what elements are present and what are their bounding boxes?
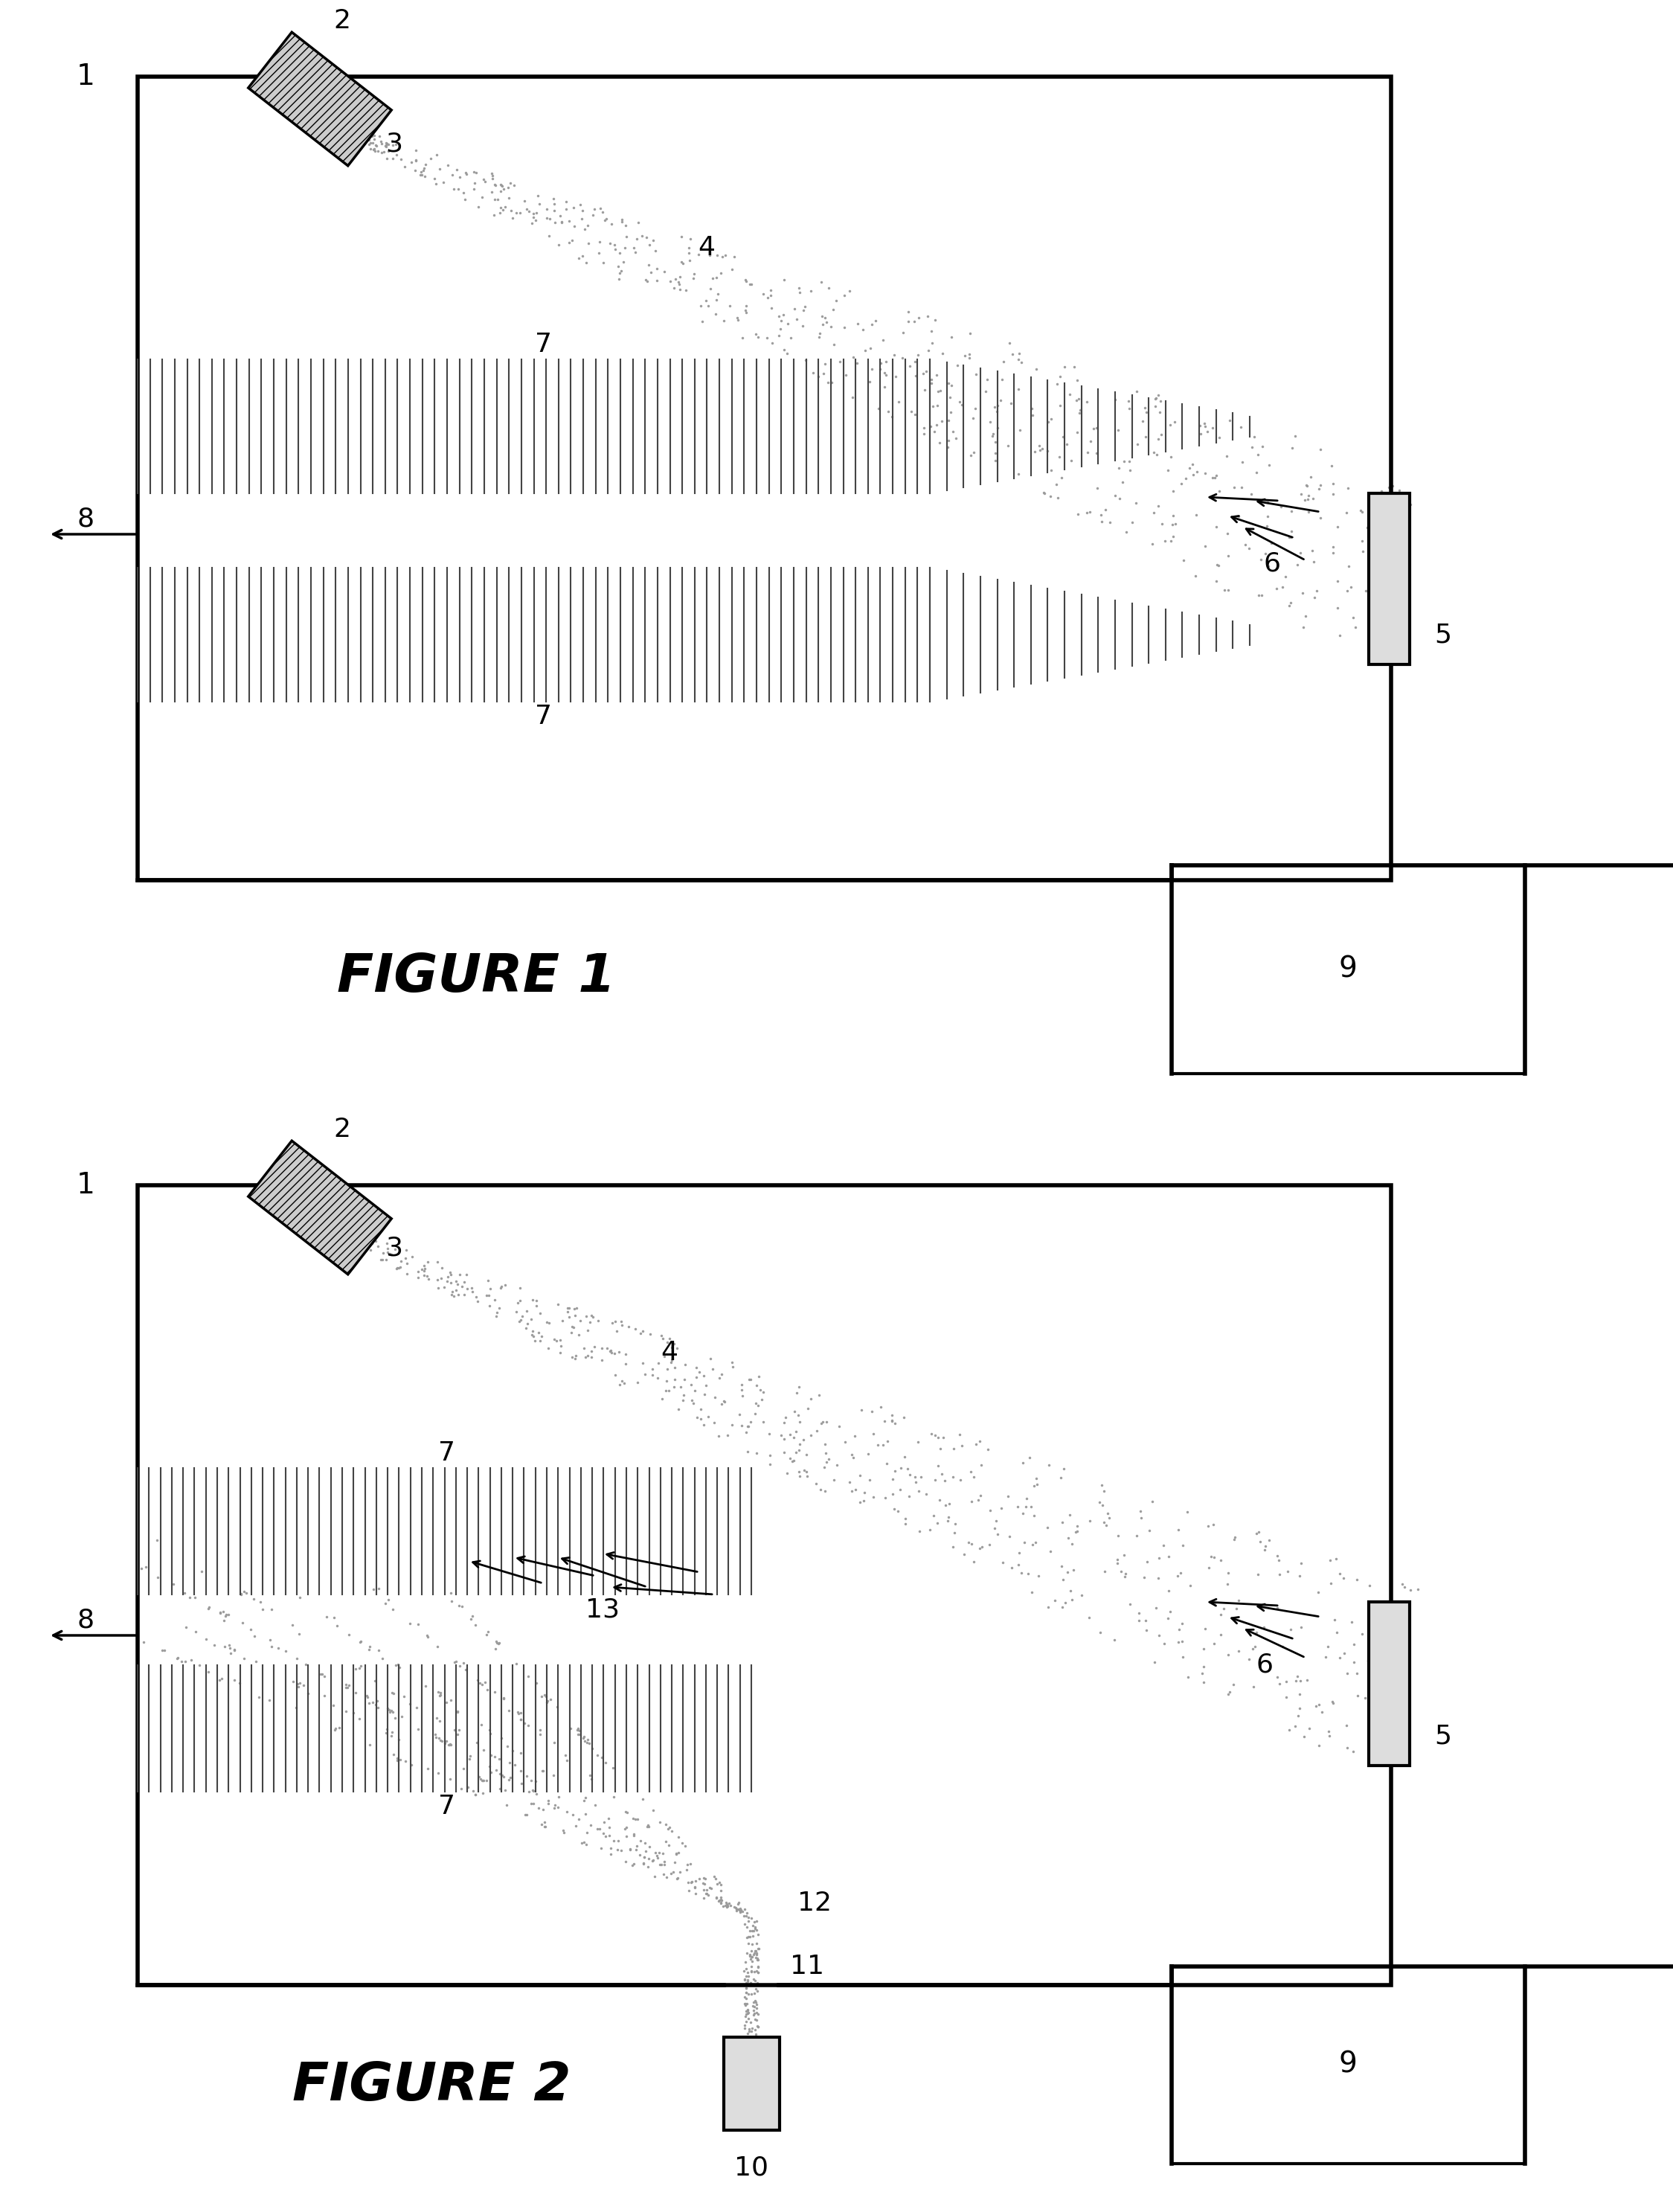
Bar [724, 2037, 780, 2130]
Text: 5: 5 [1434, 1723, 1452, 1747]
Text: 3: 3 [386, 131, 403, 157]
Text: 1: 1 [77, 62, 95, 91]
Text: 6: 6 [1256, 1652, 1273, 1677]
Bar [1171, 865, 1526, 1073]
Text: 1: 1 [77, 1170, 95, 1199]
Bar [1171, 1966, 1526, 2163]
Text: 9: 9 [1338, 2051, 1357, 2079]
Text: 4: 4 [661, 1340, 678, 1365]
Text: 2: 2 [333, 9, 351, 33]
Text: 5: 5 [1434, 622, 1452, 648]
Text: 9: 9 [1338, 956, 1357, 984]
Text: 7: 7 [438, 1440, 455, 1467]
Text: 7: 7 [534, 332, 552, 356]
Text: 2: 2 [333, 1117, 351, 1141]
Text: FIGURE 2: FIGURE 2 [293, 2059, 570, 2110]
Bar [248, 33, 391, 166]
Bar [137, 1186, 1390, 1984]
Text: 12: 12 [798, 1891, 831, 1916]
Bar [1369, 493, 1410, 664]
Text: 13: 13 [586, 1597, 619, 1621]
Text: 10: 10 [734, 2154, 768, 2181]
Text: 7: 7 [534, 703, 552, 730]
Bar [248, 1141, 391, 1274]
Text: 4: 4 [698, 234, 716, 261]
Text: 3: 3 [386, 1237, 403, 1261]
Text: 6: 6 [1263, 551, 1280, 577]
Text: 8: 8 [77, 1608, 94, 1632]
Bar [1369, 1601, 1410, 1765]
Text: FIGURE 1: FIGURE 1 [336, 951, 616, 1002]
Text: 7: 7 [438, 1794, 455, 1818]
Text: 8: 8 [77, 507, 94, 531]
Text: 11: 11 [790, 1953, 825, 1980]
Bar [137, 77, 1390, 880]
